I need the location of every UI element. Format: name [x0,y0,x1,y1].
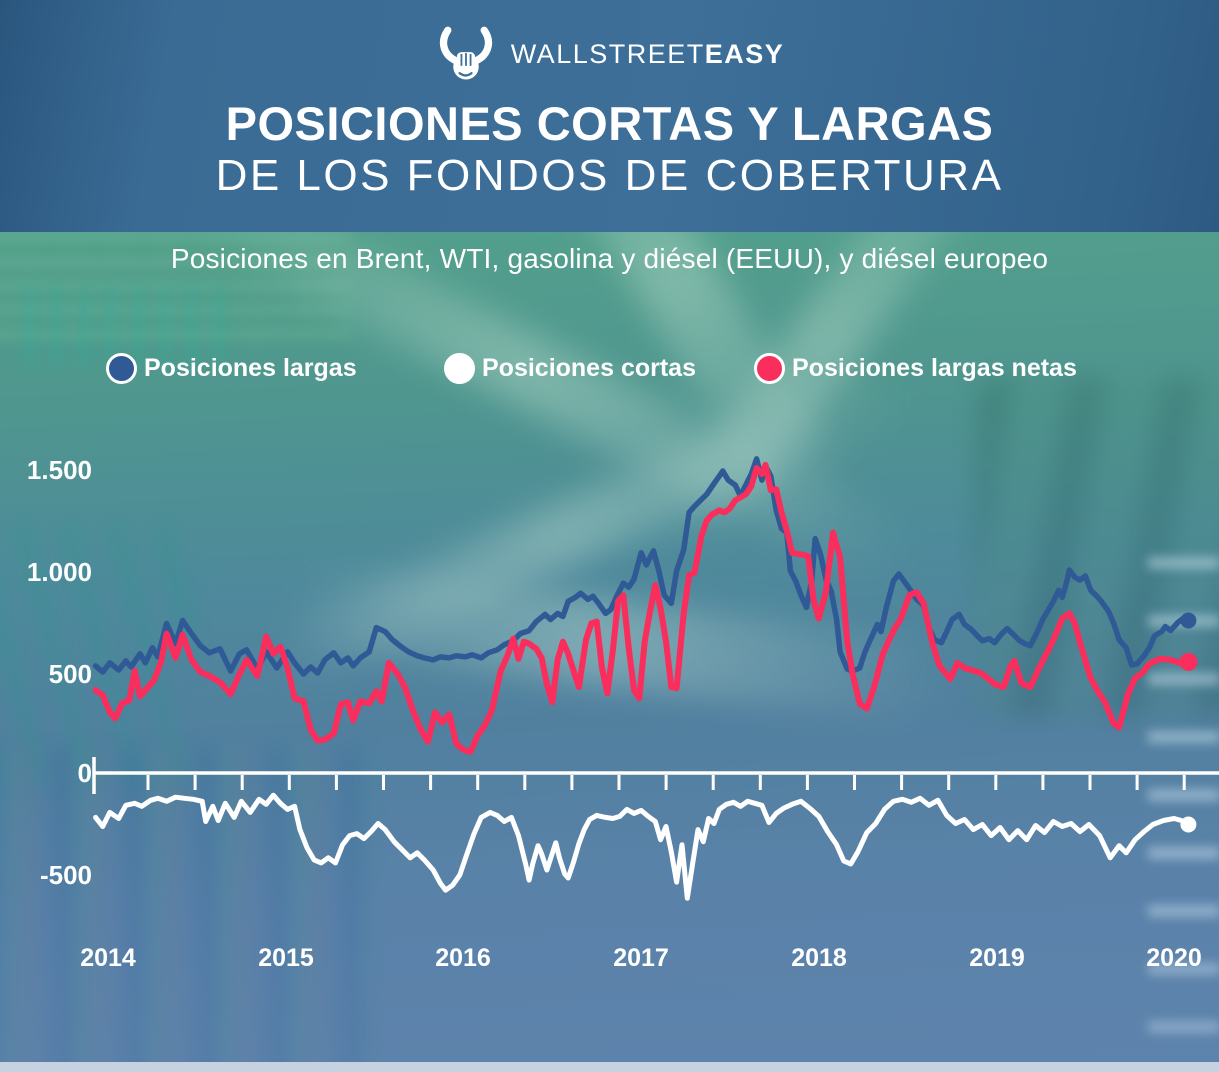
legend-dot-blue-icon [106,352,137,384]
x-tick-label: 2020 [1146,944,1202,972]
x-tick-label: 2016 [435,944,491,972]
header: WALLSTREETEASY POSICIONES CORTAS Y LARGA… [0,0,1219,232]
y-tick-label: -500 [40,860,92,890]
y-tick-label: 1.500 [27,455,92,485]
legend-label: Posiciones largas netas [792,353,1077,382]
title-line-2: DE LOS FONDOS DE COBERTURA [215,151,1004,200]
x-tick-label: 2018 [791,944,847,972]
x-axis-ticks [146,775,1186,790]
brand-name-regular: WALLSTREET [510,38,705,69]
chart-series [92,456,1198,901]
legend-dot-pink-icon [754,352,785,384]
bar-chart-photo-blur [0,747,370,1072]
x-tick-label: 2019 [969,944,1025,972]
bills-photo-blur [1148,557,1219,1072]
bar-chart-photo-blur [25,287,235,367]
page-title: POSICIONES CORTAS Y LARGAS DE LOS FONDOS… [0,100,1219,198]
brand-logo: WALLSTREETEASY [0,26,1219,82]
x-tick-label: 2015 [258,944,314,972]
y-tick-label: 500 [49,659,92,689]
x-tick-label: 2017 [613,944,669,972]
spreadsheet-photo-blur [0,232,350,347]
background-photo [0,60,1219,1072]
x-tick-label: 2014 [80,944,136,972]
legend-dot-white-icon [444,352,475,384]
brand-name: WALLSTREETEASY [511,39,785,70]
title-line-1: POSICIONES CORTAS Y LARGAS [225,97,994,150]
series-line-posiciones-largas-netas [92,461,1192,755]
series-end-dot [1180,612,1197,629]
chart-legend: Posiciones largas Posiciones cortas Posi… [0,350,1219,386]
y-tick-label: 1.000 [27,557,92,587]
legend-label: Posiciones largas [144,353,357,382]
series-line-posiciones-largas [92,456,1192,677]
bull-fist-icon [439,26,492,80]
bottom-haze [0,862,1219,1072]
series-end-dot [1180,816,1197,833]
footer-strip [0,1062,1219,1072]
brand-name-bold: EASY [704,38,785,69]
legend-item-largas: Posiciones largas [106,350,357,386]
chart-subtitle: Posiciones en Brent, WTI, gasolina y dié… [170,243,1049,274]
series-end-dot [1179,652,1198,671]
legend-item-netas: Posiciones largas netas [754,350,1077,386]
legend-label: Posiciones cortas [482,353,696,382]
positions-line-chart: 1.500 1.000 500 0 -500 2014 2015 2016 20… [27,455,1219,972]
y-tick-label: 0 [78,758,92,788]
legend-item-cortas: Posiciones cortas [444,350,696,386]
series-line-posiciones-cortas [93,792,1191,901]
